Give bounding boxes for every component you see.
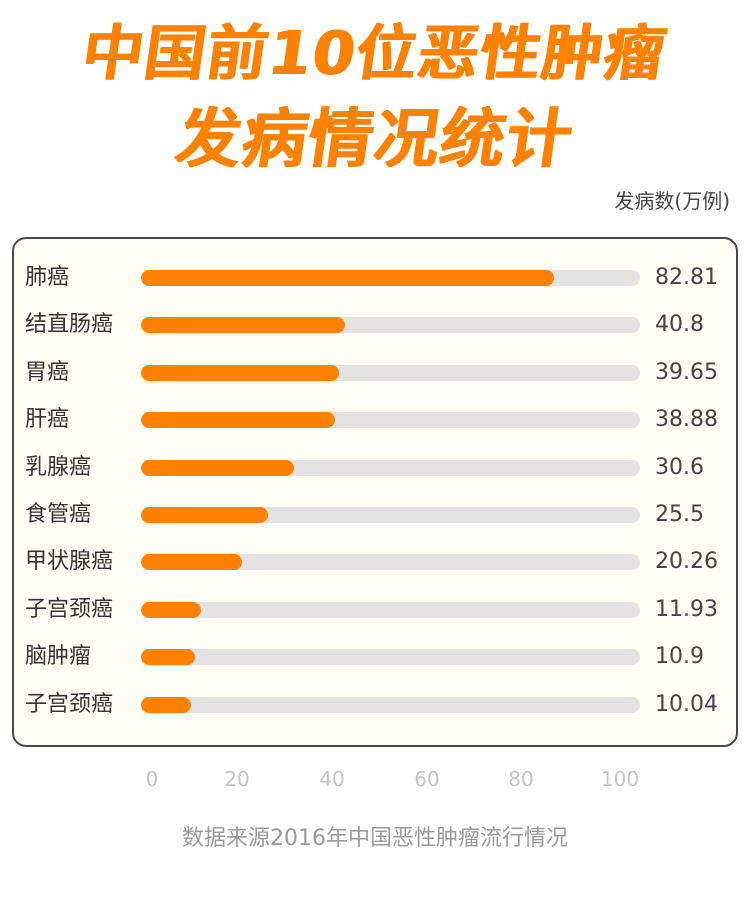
bar-value-label: 20.26 <box>655 549 718 575</box>
x-axis-tick-label: 100 <box>600 767 640 791</box>
bar-value-label: 10.9 <box>655 644 704 670</box>
chart-title-line-1: 中国前10位恶性肿瘤 <box>78 19 672 89</box>
bar-track <box>141 554 640 571</box>
bar-value-label: 10.04 <box>655 691 718 717</box>
bar-category-label: 肺癌 <box>25 265 70 290</box>
bar-row: 食管癌 25.5 <box>14 500 736 530</box>
bar-category-label: 结直肠癌 <box>25 312 114 338</box>
unit-label: 发病数(万例) <box>614 189 730 213</box>
bar-row: 乳腺癌 30.6 <box>14 453 736 483</box>
x-axis-tick-label: 20 <box>224 767 250 791</box>
chart-title-line-2: 发病情况统计 <box>171 103 579 177</box>
x-axis-tick-label: 80 <box>508 767 534 791</box>
bar-fill <box>141 270 555 286</box>
bar-row: 肝癌 38.88 <box>14 405 736 435</box>
bar-fill <box>141 649 196 666</box>
bar-track <box>141 270 640 286</box>
bar-row: 胃癌 39.65 <box>14 358 736 388</box>
bar-category-label: 子宫颈癌 <box>25 596 114 622</box>
bar-row: 脑肿瘤 10.9 <box>14 642 736 672</box>
bar-fill <box>141 554 243 571</box>
bar-track <box>141 317 640 334</box>
bar-fill <box>141 364 339 381</box>
bar-fill <box>141 412 335 429</box>
bar-fill <box>141 459 294 476</box>
bar-track <box>141 601 640 618</box>
bar-row: 子宫颈癌 11.93 <box>14 595 736 625</box>
source-note: 数据来源2016年中国恶性肿瘤流行情况 <box>182 826 568 851</box>
bar-category-label: 脑肿瘤 <box>25 644 92 670</box>
x-axis-tick-label: 60 <box>414 767 440 791</box>
bar-row: 结直肠癌 40.8 <box>14 310 736 340</box>
bar-fill <box>141 696 192 713</box>
bar-value-label: 39.65 <box>655 359 718 385</box>
bar-category-label: 甲状腺癌 <box>25 549 114 575</box>
bar-value-label: 30.6 <box>655 454 704 480</box>
bar-value-label: 11.93 <box>655 596 718 622</box>
bar-value-label: 38.88 <box>655 407 718 433</box>
bar-row: 甲状腺癌 20.26 <box>14 547 736 577</box>
bar-category-label: 子宫颈癌 <box>25 691 114 717</box>
bar-value-label: 40.8 <box>655 312 704 338</box>
bar-fill <box>141 507 269 523</box>
bar-fill <box>141 317 345 334</box>
x-axis-tick-label: 0 <box>145 767 159 791</box>
bar-track <box>141 412 640 429</box>
x-axis: 0 20 40 60 80 100 <box>0 766 750 792</box>
bar-category-label: 肝癌 <box>25 407 70 433</box>
bar-track <box>141 696 640 713</box>
bar-fill <box>141 601 201 618</box>
bar-row: 肺癌 82.81 <box>14 263 736 293</box>
bar-value-label: 82.81 <box>655 265 718 290</box>
bar-value-label: 25.5 <box>655 502 704 527</box>
bar-category-label: 乳腺癌 <box>25 454 92 480</box>
bar-track <box>141 459 640 476</box>
bar-track <box>141 507 640 523</box>
bar-track <box>141 649 640 666</box>
bar-row: 子宫颈癌 10.04 <box>14 690 736 720</box>
bar-category-label: 胃癌 <box>25 359 70 385</box>
bar-track <box>141 364 640 381</box>
x-axis-tick-label: 40 <box>319 767 345 791</box>
chart-panel: 肺癌 82.81 结直肠癌 40.8 胃癌 39.65 肝癌 38.88 乳腺癌 30.6 食管癌 2… <box>12 237 738 747</box>
bar-category-label: 食管癌 <box>25 502 92 527</box>
